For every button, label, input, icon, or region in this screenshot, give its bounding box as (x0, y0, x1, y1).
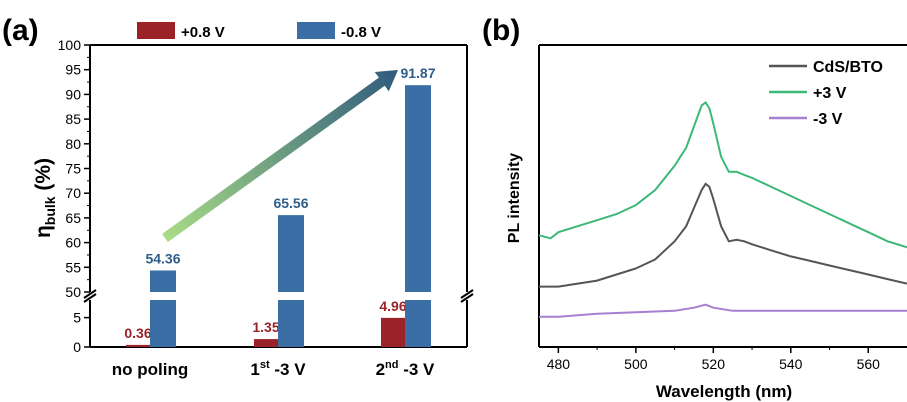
data-label-neg: 54.36 (145, 250, 180, 266)
bar-pos-0.8v (254, 339, 278, 347)
legend-label-b-0: CdS/BTO (813, 59, 883, 76)
y-tick-label: 100 (58, 37, 82, 53)
bar-neg-0.8v-upper (405, 85, 431, 292)
legend-swatch-neg (297, 22, 335, 39)
x-category-label-1: 1st -3 V (250, 359, 306, 379)
x-tick-label-b: 540 (779, 356, 803, 372)
bar-neg-0.8v-upper (278, 215, 304, 292)
axis-break-mark (460, 293, 474, 303)
y-tick-label: 85 (65, 111, 81, 127)
x-tick-label-b: 500 (624, 356, 648, 372)
bar-neg-0.8v-lower (150, 300, 176, 347)
data-label-pos: 0.36 (124, 325, 151, 341)
y-tick-label: 0 (73, 339, 81, 355)
data-label-neg: 65.56 (273, 195, 308, 211)
x-tick-label-b: 480 (547, 356, 571, 372)
y-tick-label: 70 (65, 185, 81, 201)
data-label-pos: 1.35 (252, 319, 279, 335)
y-tick-label: 75 (65, 161, 81, 177)
data-label-pos: 4.96 (379, 298, 406, 314)
series-line-2 (539, 303, 907, 318)
trend-arrow (162, 69, 399, 243)
series-line-1 (538, 100, 907, 249)
trend-arrow-shape (162, 69, 399, 243)
x-category-label-0: no poling (112, 360, 188, 379)
y-tick-label: 90 (65, 86, 81, 102)
axis-break-mark (460, 289, 474, 299)
legend-swatch-pos (137, 22, 175, 39)
y-tick-label: 50 (65, 284, 81, 300)
bar-neg-0.8v-upper (150, 270, 176, 292)
line-chart: 480 500 520 540 560 CdS/BTO +3 V -3 V (538, 44, 907, 372)
axis-break-mark (83, 293, 97, 303)
x-tick-label-b: 520 (702, 356, 726, 372)
y-tick-label: 55 (65, 259, 81, 275)
y-tick-label: 95 (65, 62, 81, 78)
legend-label-b-2: -3 V (813, 111, 843, 128)
panel-a-letter: (a) (2, 14, 39, 47)
bar-neg-0.8v-lower (278, 300, 304, 347)
y-axis-label-a: ηbulk (%) (32, 158, 58, 238)
y-tick-label: 65 (65, 210, 81, 226)
bar-pos-0.8v (126, 344, 150, 347)
legend-label-b-1: +3 V (813, 85, 847, 102)
legend-label-pos: +0.8 V (181, 24, 225, 41)
bar-chart: 0 5 50 55 60 65 70 75 80 85 90 95 100 0.36 54.36 1.35 65… (58, 37, 474, 355)
axis-break-mark (83, 289, 97, 299)
series-line-0 (539, 182, 907, 288)
data-label-neg: 91.87 (400, 65, 435, 81)
y-tick-label: 5 (73, 310, 81, 326)
x-axis-label-b: Wavelength (nm) (656, 382, 792, 401)
x-category-label-2: 2nd -3 V (376, 359, 435, 379)
y-tick-label: 80 (65, 136, 81, 152)
legend-label-neg: -0.8 V (341, 24, 381, 41)
x-tick-label-b: 560 (857, 356, 881, 372)
panel-b-letter: (b) (482, 14, 520, 47)
bar-neg-0.8v-lower (405, 300, 431, 347)
y-axis-label-b: PL intensity (506, 153, 523, 243)
bar-pos-0.8v (381, 317, 405, 347)
y-tick-label: 60 (65, 235, 81, 251)
